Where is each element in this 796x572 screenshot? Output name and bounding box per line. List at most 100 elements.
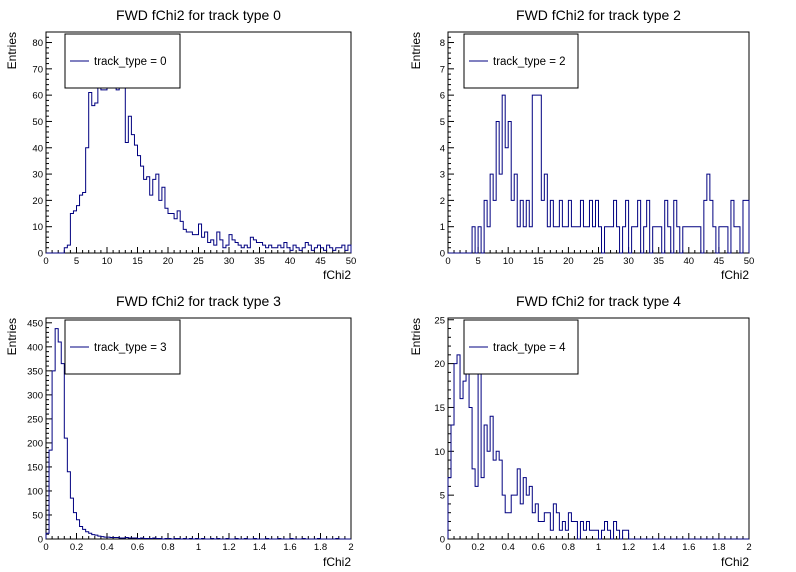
x-axis-label: fChi2: [721, 555, 749, 569]
chart-title: FWD fChi2 for track type 2: [516, 7, 681, 23]
y-tick-label: 250: [27, 414, 43, 425]
x-tick-label: 1.4: [253, 542, 266, 553]
histogram-pad-3: FWD fChi2 for track type 4 0 0.2 0.4 0.6 0.8 1…: [409, 293, 752, 569]
y-tick-label: 0: [440, 535, 445, 546]
y-tick-label: 60: [32, 91, 43, 102]
legend-entry: track_type = 0: [94, 56, 167, 68]
x-tick-label: 0.4: [502, 542, 515, 553]
y-axis-label: Entries: [409, 318, 423, 355]
y-tick-label: 0: [38, 535, 43, 546]
x-tick-label: 25: [193, 256, 204, 267]
y-tick-label: 6: [440, 91, 445, 102]
x-tick-label: 35: [254, 256, 265, 267]
y-tick-label: 20: [32, 196, 43, 207]
histogram-series: [447, 354, 749, 540]
y-tick-label: 5: [440, 117, 445, 128]
x-tick-label: 0.2: [471, 542, 484, 553]
y-tick-label: 80: [32, 38, 43, 49]
y-tick-label: 8: [440, 38, 445, 49]
y-tick-label: 10: [32, 222, 43, 233]
x-tick-label: 1.8: [712, 542, 725, 553]
x-tick-label: 30: [623, 256, 634, 267]
x-tick-label: 15: [533, 256, 544, 267]
x-tick-label: 40: [285, 256, 296, 267]
y-tick-label: 70: [32, 64, 43, 75]
x-tick-label: 2: [348, 542, 353, 553]
x-tick-label: 1.2: [222, 542, 235, 553]
x-tick-label: 0: [445, 542, 450, 553]
x-tick-label: 40: [684, 256, 695, 267]
x-tick-label: 20: [563, 256, 574, 267]
y-tick-label: 300: [27, 390, 43, 401]
y-tick-label: 50: [32, 510, 43, 521]
x-tick-label: 1: [196, 542, 201, 553]
y-tick-label: 5: [440, 491, 445, 502]
histogram-series: [448, 94, 750, 254]
x-tick-label: 1.6: [682, 542, 695, 553]
x-axis-label: fChi2: [721, 268, 749, 282]
x-tick-label: 0.6: [131, 542, 144, 553]
y-tick-label: 450: [27, 318, 43, 329]
x-tick-label: 35: [653, 256, 664, 267]
x-tick-label: 45: [315, 256, 326, 267]
histogram-series: [46, 73, 352, 254]
histogram-series: [45, 328, 351, 540]
x-tick-label: 5: [475, 256, 480, 267]
y-tick-label: 150: [27, 462, 43, 473]
x-tick-label: 10: [102, 256, 113, 267]
y-tick-label: 0: [440, 249, 445, 260]
y-tick-label: 10: [434, 447, 445, 458]
y-tick-label: 1: [440, 222, 445, 233]
legend: track_type = 4: [463, 319, 579, 375]
y-tick-label: 2: [440, 196, 445, 207]
histogram-pad-0: FWD fChi2 for track type 0 0 5 10 15 20 25 30 35…: [5, 7, 356, 282]
chart-title: FWD fChi2 for track type 4: [516, 293, 681, 309]
x-tick-label: 0: [43, 542, 48, 553]
y-tick-label: 50: [32, 117, 43, 128]
legend-entry: track_type = 3: [94, 342, 167, 354]
legend-entry: track_type = 2: [493, 56, 566, 68]
x-tick-label: 1.6: [283, 542, 296, 553]
x-tick-label: 20: [163, 256, 174, 267]
y-axis-label: Entries: [5, 318, 19, 355]
x-tick-label: 50: [346, 256, 357, 267]
x-tick-label: 0: [445, 256, 450, 267]
y-tick-label: 3: [440, 170, 445, 181]
y-tick-label: 4: [440, 143, 445, 154]
legend: track_type = 3: [64, 319, 181, 375]
x-tick-label: 25: [593, 256, 604, 267]
x-tick-label: 5: [74, 256, 79, 267]
x-tick-label: 50: [744, 256, 755, 267]
x-tick-label: 0.6: [532, 542, 545, 553]
chart-title: FWD fChi2 for track type 3: [116, 293, 281, 309]
y-tick-label: 350: [27, 366, 43, 377]
x-tick-label: 2: [746, 542, 751, 553]
x-tick-label: 30: [224, 256, 235, 267]
y-tick-label: 20: [434, 359, 445, 370]
histogram-pad-2: FWD fChi2 for track type 3 0 0.2 0.4 0.6 0.8 1…: [5, 293, 354, 569]
legend-entry: track_type = 4: [493, 342, 566, 354]
x-tick-label: 10: [503, 256, 514, 267]
y-tick-label: 200: [27, 438, 43, 449]
y-tick-label: 30: [32, 170, 43, 181]
x-tick-label: 1: [596, 542, 601, 553]
x-axis-label: fChi2: [323, 555, 351, 569]
x-axis-label: fChi2: [323, 268, 351, 282]
x-tick-label: 45: [714, 256, 725, 267]
y-tick-label: 25: [434, 315, 445, 326]
legend: track_type = 2: [463, 33, 579, 89]
x-tick-label: 0.2: [70, 542, 83, 553]
x-tick-label: 1.4: [652, 542, 665, 553]
legend: track_type = 0: [64, 33, 181, 89]
x-tick-label: 1.8: [314, 542, 327, 553]
y-axis-label: Entries: [5, 32, 19, 69]
legend-box: [64, 319, 181, 375]
y-tick-label: 40: [32, 143, 43, 154]
y-axis-label: Entries: [409, 32, 423, 69]
x-tick-label: 0: [43, 256, 48, 267]
y-tick-label: 0: [38, 249, 43, 260]
x-tick-label: 0.4: [100, 542, 113, 553]
histogram-pad-1: FWD fChi2 for track type 20 5 10 15 20 25 30 35…: [409, 7, 754, 282]
y-tick-label: 100: [27, 486, 43, 497]
